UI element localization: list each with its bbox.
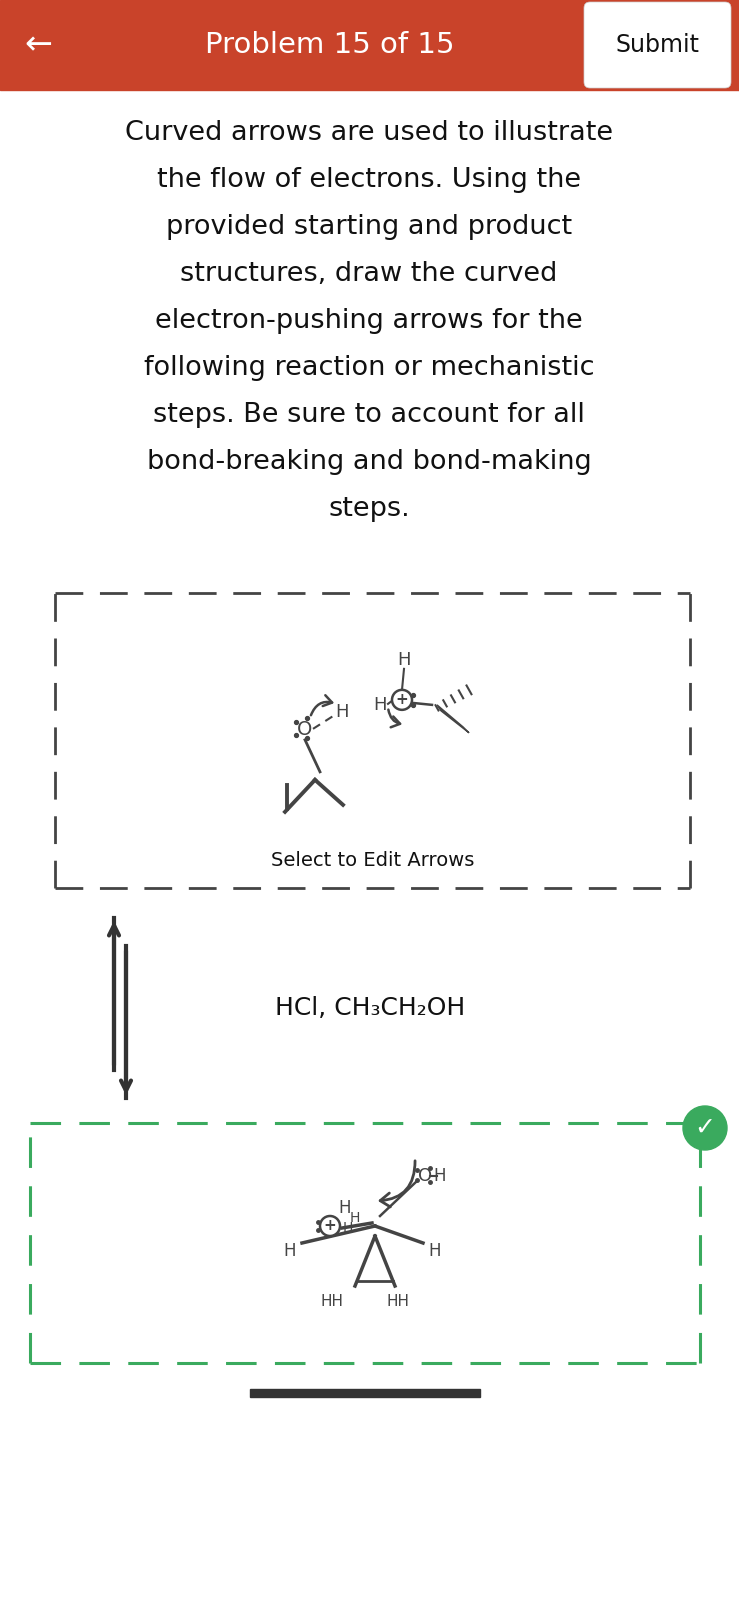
Text: HCl, CH₃CH₂OH: HCl, CH₃CH₂OH bbox=[275, 995, 465, 1021]
Text: electron-pushing arrows for the: electron-pushing arrows for the bbox=[155, 307, 583, 334]
FancyArrowPatch shape bbox=[311, 696, 332, 715]
Text: ✓: ✓ bbox=[695, 1117, 715, 1139]
Circle shape bbox=[683, 1106, 727, 1150]
Text: ←: ← bbox=[24, 29, 52, 61]
Text: Select to Edit Arrows: Select to Edit Arrows bbox=[270, 851, 474, 869]
Text: H: H bbox=[398, 651, 411, 669]
FancyArrowPatch shape bbox=[380, 1160, 415, 1206]
Text: H: H bbox=[284, 1242, 296, 1261]
Text: steps. Be sure to account for all: steps. Be sure to account for all bbox=[153, 402, 585, 427]
Text: following reaction or mechanistic: following reaction or mechanistic bbox=[144, 355, 594, 381]
Text: H: H bbox=[336, 702, 349, 722]
Polygon shape bbox=[437, 706, 469, 733]
Text: provided starting and product: provided starting and product bbox=[166, 214, 572, 240]
Text: Submit: Submit bbox=[616, 34, 700, 58]
FancyArrowPatch shape bbox=[389, 710, 400, 728]
Text: HH: HH bbox=[321, 1293, 344, 1309]
Text: H: H bbox=[434, 1166, 446, 1186]
FancyBboxPatch shape bbox=[584, 2, 731, 88]
Text: bond-breaking and bond-making: bond-breaking and bond-making bbox=[146, 450, 591, 475]
Text: the flow of electrons. Using the: the flow of electrons. Using the bbox=[157, 166, 581, 194]
Circle shape bbox=[392, 690, 412, 710]
Bar bbox=[250, 1389, 480, 1397]
Text: +: + bbox=[324, 1219, 336, 1234]
Text: H: H bbox=[350, 1211, 360, 1226]
Text: Curved arrows are used to illustrate: Curved arrows are used to illustrate bbox=[125, 120, 613, 146]
Circle shape bbox=[320, 1216, 340, 1235]
Text: H: H bbox=[338, 1198, 351, 1218]
Text: structures, draw the curved: structures, draw the curved bbox=[180, 261, 558, 286]
Text: Problem 15 of 15: Problem 15 of 15 bbox=[205, 30, 454, 59]
Text: O: O bbox=[297, 720, 313, 739]
Bar bbox=[0, 0, 739, 90]
Text: H: H bbox=[429, 1242, 441, 1261]
Text: HH: HH bbox=[386, 1293, 409, 1309]
Text: +: + bbox=[395, 693, 409, 707]
Text: H: H bbox=[373, 696, 386, 714]
Text: O: O bbox=[418, 1166, 432, 1186]
Text: steps.: steps. bbox=[328, 496, 410, 522]
Text: H: H bbox=[343, 1221, 353, 1235]
